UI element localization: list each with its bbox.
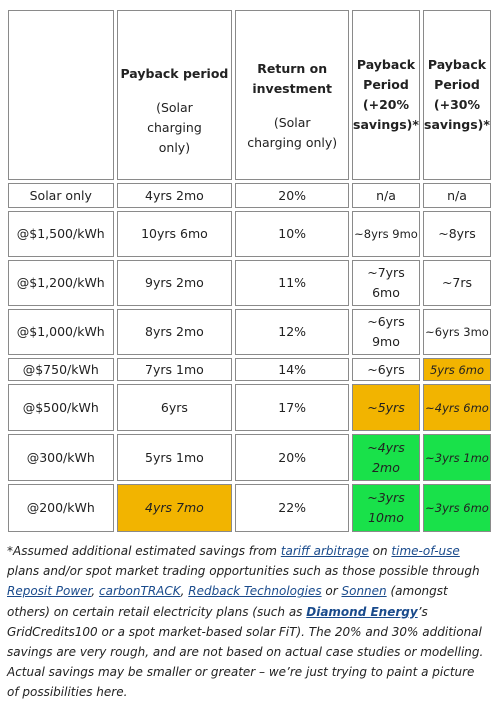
link-redback-technologies[interactable]: Redback Technologies xyxy=(188,584,322,599)
link-carbontrack[interactable]: carbonTRACK xyxy=(99,584,181,599)
cell-payback-20: ~5yrs xyxy=(351,384,420,431)
cell-payback-20: ~4yrs 2mo xyxy=(351,434,420,481)
row-label: @$1,500/kWh xyxy=(8,211,114,257)
cell-payback: 5yrs 1mo xyxy=(116,434,233,481)
header-payback-20-title: Payback Period (+20% savings)* xyxy=(353,57,419,132)
header-empty-cell xyxy=(8,10,114,180)
cell-payback: 4yrs 7mo xyxy=(116,484,233,532)
link-time-of-use[interactable]: time-of-use xyxy=(391,544,460,558)
header-roi-note: (Solar charging only) xyxy=(247,115,338,150)
cell-payback-30: ~3yrs 6mo xyxy=(422,484,491,532)
table-row: Solar only 4yrs 2mo 20% n/a n/a xyxy=(8,183,491,208)
cell-roi: 14% xyxy=(235,358,349,381)
cell-payback-30: ~3yrs 1mo xyxy=(422,434,491,481)
table-row: @300/kWh 5yrs 1mo 20% ~4yrs 2mo ~3yrs 1m… xyxy=(8,434,491,481)
row-label: @$500/kWh xyxy=(8,384,114,431)
row-label: @200/kWh xyxy=(8,484,114,532)
footnote-text: on xyxy=(368,544,392,558)
header-roi: Return on investment (Solar charging onl… xyxy=(235,10,349,180)
cell-roi: 20% xyxy=(235,183,349,208)
header-row: Payback period (Solar charging only) Ret… xyxy=(8,10,491,180)
footnote: *Assumed additional estimated savings fr… xyxy=(7,541,489,703)
link-reposit-power[interactable]: Reposit Power xyxy=(7,584,92,599)
cell-payback-20: ~6yrs 9mo xyxy=(351,309,420,355)
cell-roi: 22% xyxy=(235,484,349,532)
table-row: @$750/kWh 7yrs 1mo 14% ~6yrs 5yrs 6mo xyxy=(8,358,491,381)
header-payback-title: Payback period xyxy=(120,66,229,81)
cell-payback-30: 5yrs 6mo xyxy=(422,358,491,381)
cell-payback-30: n/a xyxy=(422,183,491,208)
cell-roi: 20% xyxy=(235,434,349,481)
header-payback-period: Payback period (Solar charging only) xyxy=(116,10,233,180)
cell-roi: 11% xyxy=(235,260,349,306)
row-label: Solar only xyxy=(8,183,114,208)
header-payback-note: (Solar charging only) xyxy=(147,100,202,155)
footnote-text: plans and/or spot market trading opportu… xyxy=(7,564,480,579)
payback-table: Payback period (Solar charging only) Ret… xyxy=(5,7,494,535)
cell-payback-30: ~6yrs 3mo xyxy=(422,309,491,355)
row-label: @$1,200/kWh xyxy=(8,260,114,306)
row-label: @$1,000/kWh xyxy=(8,309,114,355)
cell-payback-20: n/a xyxy=(351,183,420,208)
cell-roi: 17% xyxy=(235,384,349,431)
header-payback-30-title: Payback Period (+30% savings)* xyxy=(424,57,490,132)
cell-payback: 7yrs 1mo xyxy=(116,358,233,381)
cell-payback: 9yrs 2mo xyxy=(116,260,233,306)
cell-payback: 4yrs 2mo xyxy=(116,183,233,208)
table-row: @$500/kWh 6yrs 17% ~5yrs ~4yrs 6mo xyxy=(8,384,491,431)
footnote-text: , xyxy=(91,584,100,599)
cell-payback: 6yrs xyxy=(116,384,233,431)
cell-payback-20: ~7yrs 6mo xyxy=(351,260,420,306)
header-payback-20: Payback Period (+20% savings)* xyxy=(351,10,420,180)
table-row: @$1,000/kWh 8yrs 2mo 12% ~6yrs 9mo ~6yrs… xyxy=(8,309,491,355)
cell-payback-20: ~8yrs 9mo xyxy=(351,211,420,257)
cell-payback-30: ~7rs xyxy=(422,260,491,306)
footnote-text: or xyxy=(321,584,342,599)
cell-payback-30: ~4yrs 6mo xyxy=(422,384,491,431)
cell-payback-20: ~6yrs xyxy=(351,358,420,381)
footnote-text: *Assumed additional estimated savings fr… xyxy=(7,544,281,558)
table-row: @$1,500/kWh 10yrs 6mo 10% ~8yrs 9mo ~8yr… xyxy=(8,211,491,257)
table-row: @$1,200/kWh 9yrs 2mo 11% ~7yrs 6mo ~7rs xyxy=(8,260,491,306)
header-payback-30: Payback Period (+30% savings)* xyxy=(422,10,491,180)
cell-payback-20: ~3yrs 10mo xyxy=(351,484,420,532)
footnote-text: ’s GridCredits100 or a spot market-based… xyxy=(7,604,484,700)
cell-roi: 12% xyxy=(235,309,349,355)
footnote-text: , xyxy=(180,584,189,599)
cell-payback: 8yrs 2mo xyxy=(116,309,233,355)
row-label: @300/kWh xyxy=(8,434,114,481)
footnote-text: (amongst others) on certain retail elect… xyxy=(7,584,448,619)
link-tariff-arbitrage[interactable]: tariff arbitrage xyxy=(280,544,369,558)
table-row: @200/kWh 4yrs 7mo 22% ~3yrs 10mo ~3yrs 6… xyxy=(8,484,491,532)
cell-roi: 10% xyxy=(235,211,349,257)
link-sonnen[interactable]: Sonnen xyxy=(341,584,387,599)
header-roi-title: Return on investment xyxy=(252,61,332,96)
row-label: @$750/kWh xyxy=(8,358,114,381)
link-diamond-energy[interactable]: Diamond Energy xyxy=(306,604,418,619)
cell-payback: 10yrs 6mo xyxy=(116,211,233,257)
cell-payback-30: ~8yrs xyxy=(422,211,491,257)
